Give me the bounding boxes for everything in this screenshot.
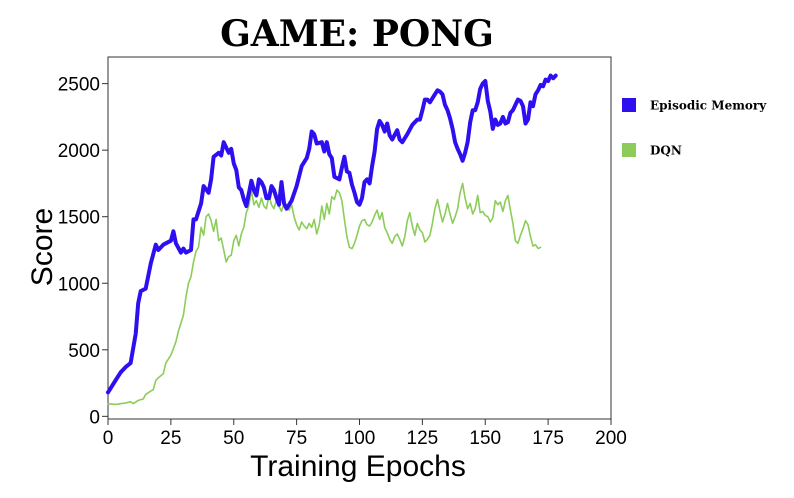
y-axis-label: Score [26,208,59,286]
legend-label: Episodic Memory [650,99,767,113]
legend: Episodic Memory DQN [622,98,767,158]
y-axis: 0 500 1000 1500 2000 2500 [58,75,108,428]
x-axis: 0 25 50 75 100 125 150 175 200 [103,419,627,449]
x-tick-label: 50 [223,428,244,449]
x-tick-label: 100 [344,428,376,449]
chart-title: GAME: PONG [220,13,494,55]
plot-border [107,56,612,420]
x-tick-label: 150 [469,428,501,449]
x-tick-label: 75 [286,428,307,449]
y-tick-label: 1000 [58,274,100,295]
x-tick-label: 200 [595,428,627,449]
legend-swatch [622,143,636,157]
y-tick-label: 500 [68,341,100,362]
y-tick-label: 2000 [58,141,100,162]
x-axis-label: Training Epochs [250,450,466,483]
series-line-dqn [107,182,542,406]
y-tick-label: 0 [89,407,100,428]
x-tick-label: 125 [407,428,439,449]
series-line-episodic-memory [106,73,558,395]
plot-area [107,56,612,420]
legend-label: DQN [650,144,682,158]
legend-swatch [622,98,636,112]
y-tick-label: 1500 [58,208,100,229]
x-tick-label: 25 [160,428,181,449]
y-tick-label: 2500 [58,75,100,96]
series-layer [106,73,558,406]
x-tick-label: 0 [103,428,114,449]
x-tick-label: 175 [532,428,564,449]
